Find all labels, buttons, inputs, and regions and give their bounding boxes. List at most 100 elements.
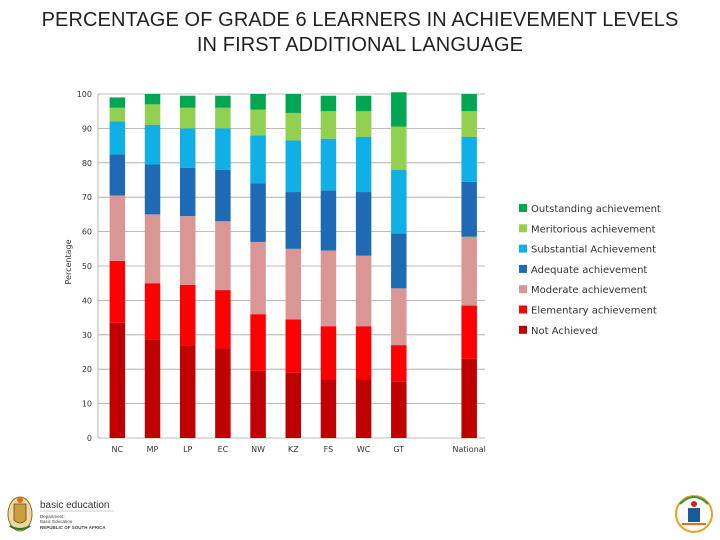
bar-segment [285,319,301,373]
y-tick-label: 0 [87,434,92,443]
bar-segment [215,290,231,349]
bar-segment [391,233,407,289]
bar-segment [355,192,372,256]
logo-text-dept: Department: [40,514,65,519]
y-tick-label: 10 [82,400,92,409]
bar-segment [391,288,407,346]
x-category-label: GT [393,445,404,454]
bar-segment [355,95,372,112]
y-tick-label: 30 [82,331,92,340]
bar-segment [179,345,196,438]
bar-segment [461,236,477,306]
bar-segment [461,358,477,438]
legend-label: Not Achieved [531,326,598,337]
x-category-label: EC [218,445,229,454]
bar-segment [320,138,337,191]
x-category-label: NC [112,445,124,454]
bar-segment [179,107,196,129]
bar-segment [391,92,407,127]
bar-segment [285,140,301,193]
y-tick-label: 60 [82,228,92,237]
bar-segment [461,181,477,237]
bar-segment [179,167,196,217]
bars [109,92,477,438]
bar-segment [355,326,372,380]
legend-label: Elementary achievement [531,306,657,317]
legend: Outstanding achievement Meritorious achie… [519,204,661,337]
bar-segment [179,95,196,108]
y-tick-label: 40 [82,296,92,305]
legend-swatch [519,325,527,334]
y-tick-label: 90 [82,124,92,133]
x-category-label: FS [324,445,334,454]
y-tick-label: 70 [82,193,92,202]
bar-segment [144,283,161,340]
x-category-label: NW [251,445,265,454]
bar-segment [320,95,337,112]
bar-segment [461,137,477,182]
bar-segment [285,372,301,438]
y-axis-ticks: 0 10 20 30 40 50 60 70 80 90 100 [77,90,92,443]
bar-segment [250,370,266,438]
y-tick-label: 100 [77,90,92,99]
bar-segment [109,121,126,155]
bar-segment [285,192,301,249]
bar-segment [391,381,407,438]
x-category-label: National [452,445,485,454]
anniversary-emblem-icon [675,495,713,533]
x-category-label: MP [147,445,159,454]
bar-segment [355,111,372,137]
bar-segment [109,107,126,122]
bar-segment [320,326,337,380]
bar-segment [215,128,231,170]
bar-segment [355,137,372,193]
chart-title: PERCENTAGE OF GRADE 6 LEARNERS IN ACHIEV… [41,9,679,56]
bar-segment [109,195,126,261]
bar-segment [391,345,407,382]
bar-segment [144,164,161,215]
legend-label: Outstanding achievement [531,204,661,215]
bar-segment [215,221,231,291]
bar-segment [391,169,407,234]
bar-segment [250,314,266,371]
y-tick-label: 50 [82,262,92,271]
bar-segment [144,339,161,438]
y-axis-label: Percentage [64,239,73,284]
bar-segment [250,183,266,242]
legend-swatch [519,285,527,294]
legend-swatch [519,264,527,273]
basic-education-logo: basic education Department: Basic Educat… [7,496,114,532]
bar-segment [355,255,372,327]
bar-segment [179,216,196,285]
y-tick-label: 20 [82,365,92,374]
bar-segment [109,97,126,108]
legend-swatch [519,204,527,212]
bar-segment [461,94,477,112]
bar-segment [179,128,196,168]
logo-text-dept-name: Basic Education [40,519,73,524]
bar-segment [215,169,231,222]
logo-text-main: basic education [40,500,110,511]
bar-segment [144,124,161,165]
x-category-label: WC [357,445,371,454]
y-tick-label: 80 [82,159,92,168]
x-category-label: KZ [288,445,299,454]
bar-segment [285,248,301,320]
bar-segment [109,154,126,196]
bar-segment [215,107,231,129]
bar-segment [320,190,337,251]
legend-label: Adequate achievement [531,265,647,276]
bar-segment [320,250,337,327]
legend-label: Moderate achievement [531,285,647,296]
bar-segment [355,379,372,438]
bar-segment [179,284,196,346]
bar-segment [109,322,126,438]
bar-segment [285,112,301,141]
legend-swatch [519,244,527,253]
bar-segment [250,241,266,315]
bar-segment [215,348,231,438]
bar-segment [250,135,266,184]
bar-segment [144,104,161,125]
bar-segment [320,111,337,139]
